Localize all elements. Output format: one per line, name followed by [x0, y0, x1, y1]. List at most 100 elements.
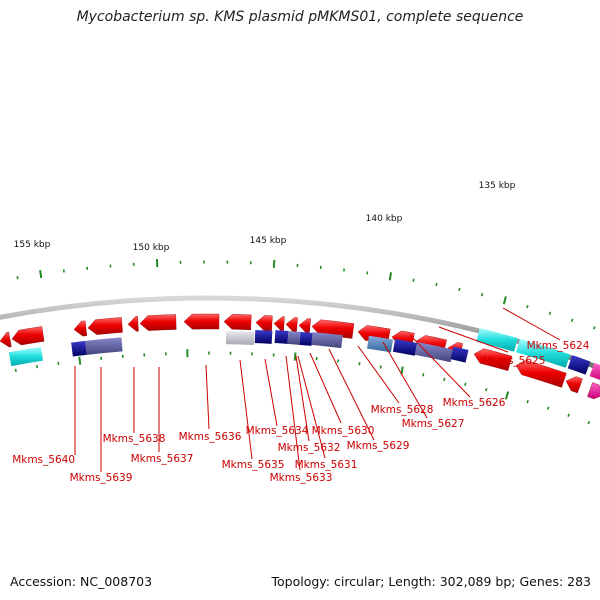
slate-feature [287, 330, 301, 345]
scale-labels: 155 kbp 150 kbp 145 kbp 140 kbp 135 kbp [14, 181, 516, 253]
gene-label: Mkms_5632 [278, 442, 341, 454]
minor-tick [435, 282, 438, 287]
gene-label: Mkms_5626 [443, 397, 506, 409]
feature-boxes [8, 328, 600, 380]
minor-tick [587, 421, 591, 425]
label-leaders [74, 307, 561, 472]
leader-line [205, 364, 210, 430]
tick-marks [14, 259, 596, 425]
slate-feature [311, 331, 343, 349]
minor-tick [485, 387, 488, 392]
slate-feature [414, 341, 454, 363]
major-tick [504, 391, 510, 400]
accession-text: Accession: NC_008703 [10, 574, 153, 589]
gene-arrow [73, 320, 88, 337]
gene-label: Mkms_5639 [70, 472, 133, 484]
leader-line [357, 345, 400, 404]
minor-tick [464, 382, 467, 386]
gene-arrow [127, 316, 139, 332]
cyan-feature [476, 328, 518, 352]
gene-label: Mkms_5628 [371, 404, 434, 416]
minor-tick [481, 293, 484, 297]
scale-label: 135 kbp [479, 181, 516, 191]
leader-line [295, 355, 310, 442]
major-tick [78, 356, 82, 365]
topology-text: Topology: circular; Length: 302,089 bp; … [271, 574, 592, 589]
minor-tick [526, 399, 529, 404]
leader-line [502, 307, 561, 341]
gene-arrow [0, 331, 12, 348]
navy-feature [450, 346, 469, 363]
navy-feature [274, 330, 289, 344]
scale-label: 150 kbp [133, 243, 170, 253]
leader-line [328, 348, 375, 441]
gene-label: Mkms_5634 [246, 425, 309, 437]
leader-line [382, 341, 428, 419]
gene-arrow [87, 317, 123, 335]
minor-tick [14, 368, 17, 372]
map-title: Mycobacterium sp. KMS plasmid pMKMS01, c… [76, 9, 524, 25]
leader-line [438, 326, 509, 353]
gene-label: Mkms_5624 [527, 340, 590, 352]
leader-line [285, 355, 301, 471]
gene-label: Mkms_5638 [103, 433, 166, 445]
gene-arrow [565, 376, 583, 394]
magenta-feature [589, 362, 600, 380]
minor-tick [593, 326, 596, 330]
gene-label: Mkms_5635 [222, 459, 285, 471]
leader-line [264, 358, 278, 427]
gene-arrow [255, 315, 273, 332]
gene-arrow [273, 316, 285, 332]
minor-tick [546, 406, 550, 410]
navy-feature [567, 355, 591, 375]
minor-tick [443, 377, 446, 381]
minor-tick [548, 311, 552, 315]
leader-line [409, 334, 471, 398]
cyan-feature [516, 338, 571, 368]
gene-arrow [183, 313, 220, 330]
gene-label: Mkms_5633 [270, 472, 333, 484]
gene-label: Mkms_5630 [312, 425, 375, 437]
gene-arrow [515, 360, 567, 388]
minor-tick [422, 373, 425, 377]
steel-feature [367, 335, 394, 353]
leader-line [297, 355, 326, 459]
leader-line [239, 359, 253, 460]
gene-label: Mkms_5627 [402, 418, 465, 430]
gene-arrow [298, 318, 311, 334]
scale-label: 145 kbp [250, 236, 287, 246]
gene-arrow [473, 348, 513, 371]
scale-label: 140 kbp [366, 214, 403, 224]
major-tick [502, 296, 507, 305]
gene-label: Mkms_5629 [347, 440, 410, 452]
gray-feature [225, 331, 255, 345]
minor-tick [458, 287, 461, 292]
navy-feature [71, 340, 87, 357]
gene-arrow [11, 326, 45, 346]
slate-feature [85, 337, 123, 355]
navy-feature [299, 331, 313, 346]
gene-labels: Mkms_5640 Mkms_5639 Mkms_5638 Mkms_5637 Mkms… [12, 340, 590, 484]
major-tick [293, 352, 297, 361]
scale-label: 155 kbp [14, 240, 51, 250]
gene-arrow [223, 314, 252, 331]
gene-arrow [139, 314, 177, 331]
gene-label: Mkms_5625 [483, 355, 546, 367]
minor-tick [412, 278, 415, 282]
gene-label: Mkms_5637 [131, 453, 194, 465]
minor-tick [567, 413, 570, 417]
leader-line [309, 352, 342, 424]
minor-tick [526, 304, 529, 309]
gene-arrow [285, 317, 298, 333]
gene-label: Mkms_5640 [12, 454, 75, 466]
gene-label: Mkms_5631 [295, 459, 358, 471]
major-tick [39, 269, 43, 279]
navy-feature [254, 330, 273, 344]
major-tick [388, 272, 393, 281]
cyan-feature [8, 346, 44, 367]
gene-arrow [587, 382, 600, 400]
navy-feature [392, 338, 418, 356]
gene-label: Mkms_5636 [179, 431, 242, 443]
minor-tick [570, 318, 574, 323]
